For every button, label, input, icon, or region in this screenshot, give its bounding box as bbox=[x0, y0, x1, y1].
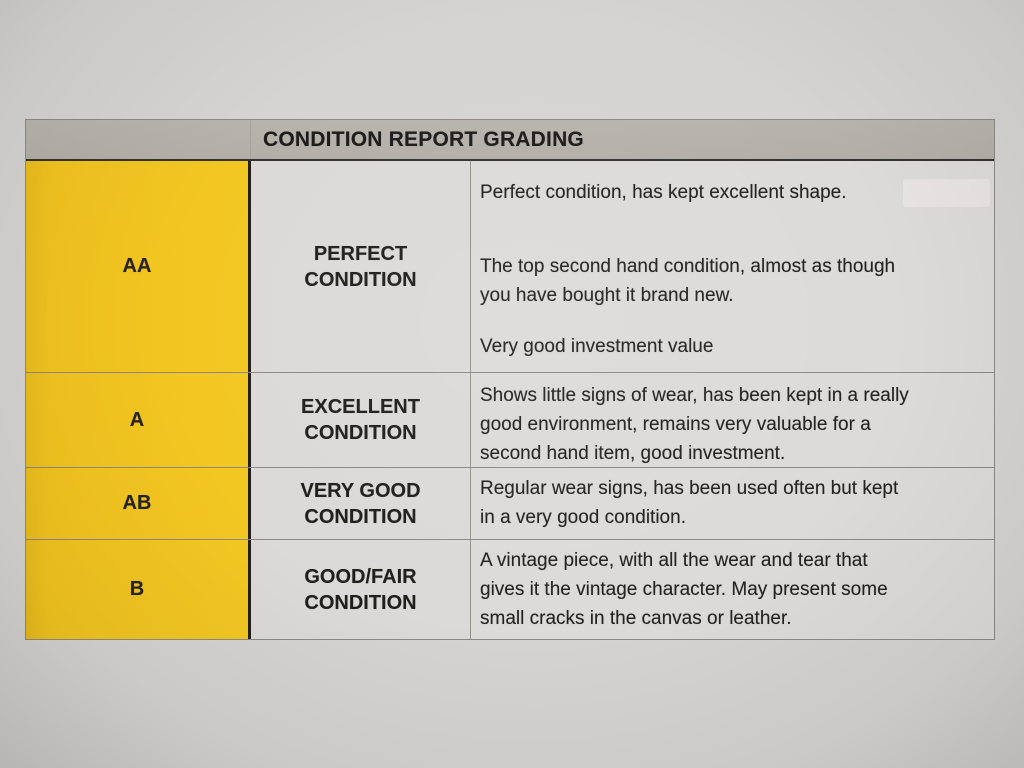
description-paragraph: Shows little signs of wear, has been kep… bbox=[480, 385, 909, 464]
grade-code-cell: B bbox=[26, 540, 251, 639]
table-header-row: CONDITION REPORT GRADING bbox=[26, 120, 994, 161]
condition-label-cell: PERFECT CONDITION bbox=[251, 161, 471, 372]
condition-label: EXCELLENT CONDITION bbox=[301, 396, 420, 444]
description-paragraph: The top second hand condition, almost as… bbox=[480, 256, 896, 306]
table-row-ab: AB VERY GOOD CONDITION Regular wear sign… bbox=[26, 467, 994, 539]
condition-label-cell: GOOD/FAIR CONDITION bbox=[251, 540, 471, 639]
table-row-aa: AA PERFECT CONDITION Perfect condition, … bbox=[26, 161, 994, 372]
condition-label: GOOD/FAIR CONDITION bbox=[304, 565, 417, 614]
condition-label: VERY GOOD CONDITION bbox=[300, 479, 421, 528]
condition-label-cell: VERY GOOD CONDITION bbox=[251, 468, 471, 539]
description-cell: Shows little signs of wear, has been kep… bbox=[471, 373, 994, 467]
description-paragraph: Very good investment value bbox=[480, 336, 714, 357]
table-row-a: A EXCELLENT CONDITION Shows little signs… bbox=[26, 372, 994, 467]
table-row-b: B GOOD/FAIR CONDITION A vintage piece, w… bbox=[26, 539, 994, 639]
grade-code-cell: AA bbox=[26, 161, 251, 372]
condition-label: PERFECT CONDITION bbox=[304, 242, 417, 291]
table-title: CONDITION REPORT GRADING bbox=[263, 127, 584, 151]
description-paragraph: A vintage piece, with all the wear and t… bbox=[480, 550, 888, 629]
description-paragraph: Regular wear signs, has been used often … bbox=[480, 478, 899, 528]
grade-code-cell: A bbox=[26, 373, 251, 467]
description-cell: Regular wear signs, has been used often … bbox=[471, 468, 994, 539]
whiteout-patch bbox=[903, 179, 990, 207]
condition-grading-table: CONDITION REPORT GRADING AA PERFECT COND… bbox=[25, 119, 995, 640]
description-cell: A vintage piece, with all the wear and t… bbox=[471, 540, 994, 639]
grade-code-cell: AB bbox=[26, 468, 251, 539]
description-paragraph: Perfect condition, has kept excellent sh… bbox=[480, 182, 847, 203]
header-spacer-cell bbox=[26, 120, 251, 159]
condition-label-cell: EXCELLENT CONDITION bbox=[251, 373, 471, 467]
